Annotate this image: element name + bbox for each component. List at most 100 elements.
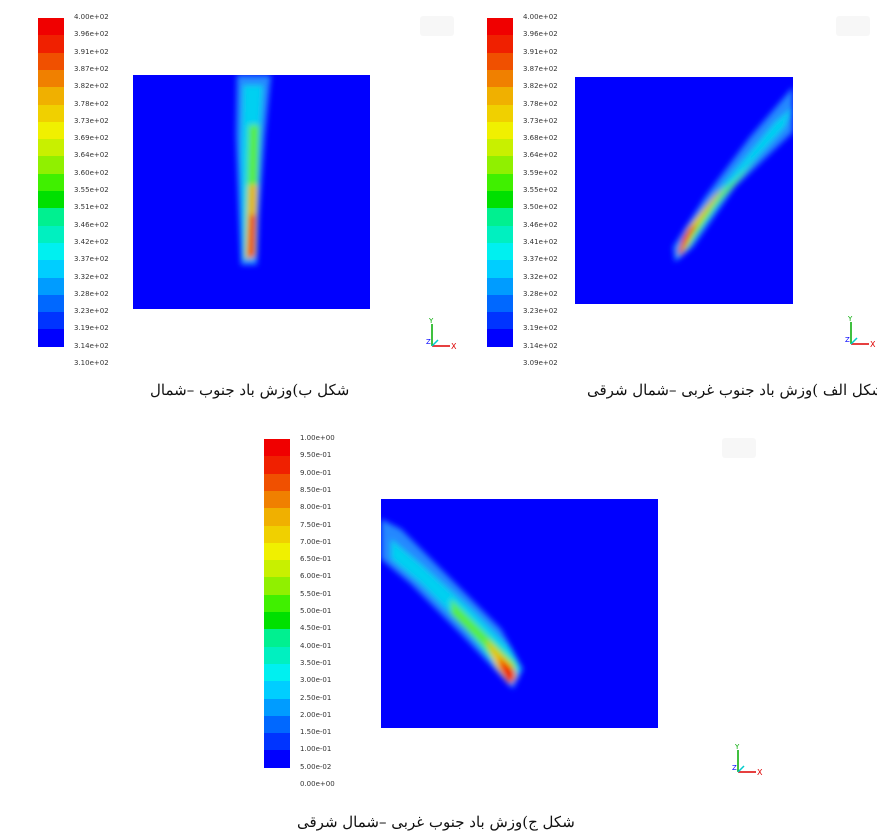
colorbar-tick-label: 3.19e+02 bbox=[74, 324, 109, 333]
colorbar-tick-label: 3.28e+02 bbox=[74, 289, 109, 298]
colorbar-segment bbox=[264, 473, 290, 492]
axis-label-x: X bbox=[451, 342, 457, 351]
colorbar-segment bbox=[487, 87, 513, 105]
colorbar-tick-label: 3.37e+02 bbox=[74, 255, 109, 264]
colorbar-segment bbox=[38, 52, 64, 71]
colorbar-tick-label: 2.00e-01 bbox=[300, 710, 332, 719]
colorbar-segment bbox=[487, 18, 513, 36]
colorbar-tick-label: 3.68e+02 bbox=[523, 134, 558, 143]
axis-triad-b: Y Z X bbox=[426, 318, 457, 351]
colorbar-tick-label: 7.50e-01 bbox=[300, 520, 332, 529]
colorbar-tick-label: 3.41e+02 bbox=[523, 237, 558, 246]
colorbar-tick-label: 4.00e-01 bbox=[300, 641, 332, 650]
colorbar-tick-label: 6.50e-01 bbox=[300, 555, 332, 564]
colorbar-tick-label: 3.09e+02 bbox=[523, 359, 558, 367]
colorbar-segment bbox=[487, 121, 513, 140]
contour-plot-a bbox=[575, 77, 793, 304]
watermark-c bbox=[722, 438, 756, 458]
colorbar-segment bbox=[487, 277, 513, 296]
colorbar-segment bbox=[264, 577, 290, 596]
colorbar-tick-label: 8.50e-01 bbox=[300, 485, 332, 494]
colorbar-tick-label: 3.55e+02 bbox=[74, 186, 109, 194]
colorbar-segment bbox=[264, 612, 290, 630]
colorbar-tick-label: 3.60e+02 bbox=[74, 168, 109, 177]
colorbar-segment bbox=[487, 260, 513, 278]
colorbar-segment bbox=[38, 329, 64, 348]
colorbar-tick-label: 3.96e+02 bbox=[523, 30, 558, 39]
colorbar-segment bbox=[487, 242, 513, 261]
colorbar-tick-label: 3.64e+02 bbox=[74, 151, 109, 160]
colorbar-segment bbox=[487, 52, 513, 71]
axis-label-z: Z bbox=[732, 764, 737, 772]
axis-label-y: Y bbox=[847, 316, 853, 323]
colorbar-tick-label: 3.87e+02 bbox=[74, 64, 109, 73]
colorbar-tick-label: 3.82e+02 bbox=[74, 82, 109, 91]
colorbar-segment bbox=[264, 542, 290, 561]
colorbar-segment bbox=[38, 35, 64, 54]
colorbar-tick-label: 3.78e+02 bbox=[523, 99, 558, 108]
colorbar-segment bbox=[38, 69, 64, 88]
colorbar-tick-label: 1.00e+00 bbox=[300, 434, 335, 442]
axis-triad-a: Y Z X bbox=[845, 316, 876, 349]
colorbar-segment bbox=[264, 663, 290, 682]
contour-plot-b bbox=[133, 75, 370, 309]
watermark-a bbox=[836, 16, 870, 36]
colorbar-tick-label: 3.50e-01 bbox=[300, 658, 332, 667]
colorbar-tick-label: 3.78e+02 bbox=[74, 99, 109, 108]
colorbar-segment bbox=[264, 456, 290, 475]
colorbar-tick-label: 3.14e+02 bbox=[523, 341, 558, 350]
colorbar-segment bbox=[487, 329, 513, 348]
colorbar-segment bbox=[487, 208, 513, 227]
axis-label-x: X bbox=[870, 340, 876, 349]
colorbar-tick-label: 5.00e-01 bbox=[300, 607, 332, 615]
axis-triad-c: Y Z X bbox=[732, 744, 763, 777]
colorbar-segment bbox=[487, 69, 513, 88]
colorbar-segment bbox=[264, 594, 290, 613]
colorbar-segment bbox=[487, 294, 513, 313]
colorbar-tick-label: 8.00e-01 bbox=[300, 503, 332, 512]
colorbar-segment bbox=[487, 139, 513, 157]
colorbar-segment bbox=[38, 242, 64, 261]
colorbar-segment bbox=[38, 104, 64, 123]
colorbar-segment bbox=[38, 173, 64, 192]
colorbar-segment bbox=[264, 439, 290, 457]
colorbar-tick-label: 2.50e-01 bbox=[300, 693, 332, 702]
colorbar-segment bbox=[38, 156, 64, 175]
axis-label-x: X bbox=[757, 768, 763, 777]
colorbar-segment bbox=[38, 121, 64, 140]
colorbar-tick-label: 3.91e+02 bbox=[523, 47, 558, 56]
colorbar-tick-label: 9.50e-01 bbox=[300, 451, 332, 460]
colorbar-tick-label: 3.51e+02 bbox=[74, 203, 109, 212]
colorbar-segment bbox=[264, 715, 290, 734]
watermark-b bbox=[420, 16, 454, 36]
colorbar-tick-label: 3.19e+02 bbox=[523, 324, 558, 333]
colorbar-segment bbox=[264, 560, 290, 578]
colorbar-tick-label: 1.00e-01 bbox=[300, 745, 332, 754]
colorbar-segment bbox=[38, 208, 64, 227]
colorbar-tick-label: 3.23e+02 bbox=[74, 307, 109, 316]
caption-b: شکل ب)وزش باد جنوب –شمال bbox=[150, 381, 350, 399]
colorbar-segment bbox=[264, 525, 290, 544]
colorbar-segment bbox=[487, 191, 513, 209]
colorbar-tick-label: 3.10e+02 bbox=[74, 359, 109, 367]
colorbar-tick-label: 3.55e+02 bbox=[523, 186, 558, 194]
colorbar-segment bbox=[264, 698, 290, 717]
colorbar-segment bbox=[38, 277, 64, 296]
colorbar-segment bbox=[264, 733, 290, 751]
colorbar-tick-label: 4.00e+02 bbox=[523, 13, 558, 21]
colorbar-tick-label: 0.00e+00 bbox=[300, 780, 335, 788]
colorbar-segment bbox=[264, 629, 290, 648]
colorbar-segment bbox=[487, 312, 513, 330]
colorbar-tick-label: 1.50e-01 bbox=[300, 728, 332, 737]
colorbar-tick-label: 3.87e+02 bbox=[523, 64, 558, 73]
colorbar-segment bbox=[487, 173, 513, 192]
axis-label-z: Z bbox=[426, 338, 431, 346]
colorbar-tick-label: 5.00e-02 bbox=[300, 762, 332, 771]
colorbar-tick-label: 3.14e+02 bbox=[74, 341, 109, 350]
colorbar-segment bbox=[38, 260, 64, 278]
colorbar-tick-label: 4.00e+02 bbox=[74, 13, 109, 21]
colorbar-segment bbox=[487, 35, 513, 54]
axis-label-y: Y bbox=[734, 744, 740, 751]
colorbar-segment bbox=[264, 681, 290, 699]
caption-a: شکل الف )وزش باد جنوب غربی –شمال شرقی bbox=[587, 381, 877, 399]
